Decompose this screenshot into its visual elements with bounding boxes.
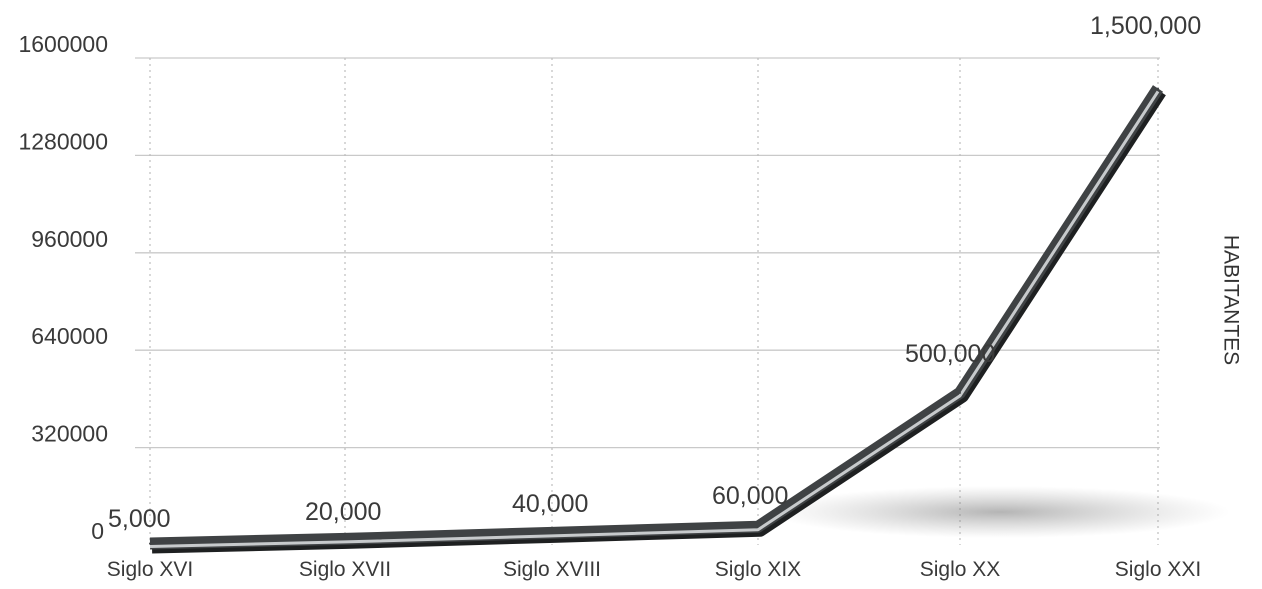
data-label-3: 60,000 [712, 482, 788, 510]
y-tick-4: 1280000 [18, 128, 108, 154]
data-point-4 [959, 391, 961, 394]
series-line-highlight [149, 90, 1160, 548]
horizontal-gridlines [135, 57, 1160, 449]
y-axis-label: HABITANTES [1219, 235, 1242, 365]
data-point-3 [757, 525, 759, 528]
y-tick-5: 1600000 [18, 31, 108, 57]
line-shadow [770, 486, 1230, 538]
series-population [149, 85, 1166, 554]
x-category-4: Siglo XX [920, 558, 1001, 581]
data-point-2 [551, 531, 553, 534]
y-axis-ticks: 0 320000 640000 960000 1280000 1600000 [18, 31, 108, 544]
vertical-gridlines [149, 58, 1159, 545]
data-label-4: 500,000 [905, 340, 995, 368]
data-label-0: 5,000 [108, 505, 171, 533]
x-category-1: Siglo XVII [299, 558, 391, 581]
shadow-ellipse [770, 486, 1230, 538]
y-tick-2: 640000 [31, 323, 108, 349]
x-category-5: Siglo XXI [1115, 558, 1201, 581]
data-point-0 [149, 542, 151, 545]
y-tick-3: 960000 [31, 226, 108, 252]
data-point-5 [1157, 87, 1159, 90]
x-category-2: Siglo XVIII [503, 558, 601, 581]
data-point-1 [344, 537, 346, 540]
y-tick-0: 0 [91, 518, 104, 544]
series-line [149, 85, 1164, 550]
data-labels: 5,000 20,000 40,000 60,000 500,000 1,500,000 [108, 12, 1201, 533]
x-category-0: Siglo XVI [107, 558, 193, 581]
data-label-5: 1,500,000 [1090, 12, 1201, 40]
data-label-1: 20,000 [305, 498, 381, 526]
x-axis-categories: Siglo XVI Siglo XVII Siglo XVIII Siglo XIX S… [107, 558, 1201, 581]
x-category-3: Siglo XIX [715, 558, 801, 581]
y-tick-1: 320000 [31, 421, 108, 447]
data-label-2: 40,000 [512, 490, 588, 518]
